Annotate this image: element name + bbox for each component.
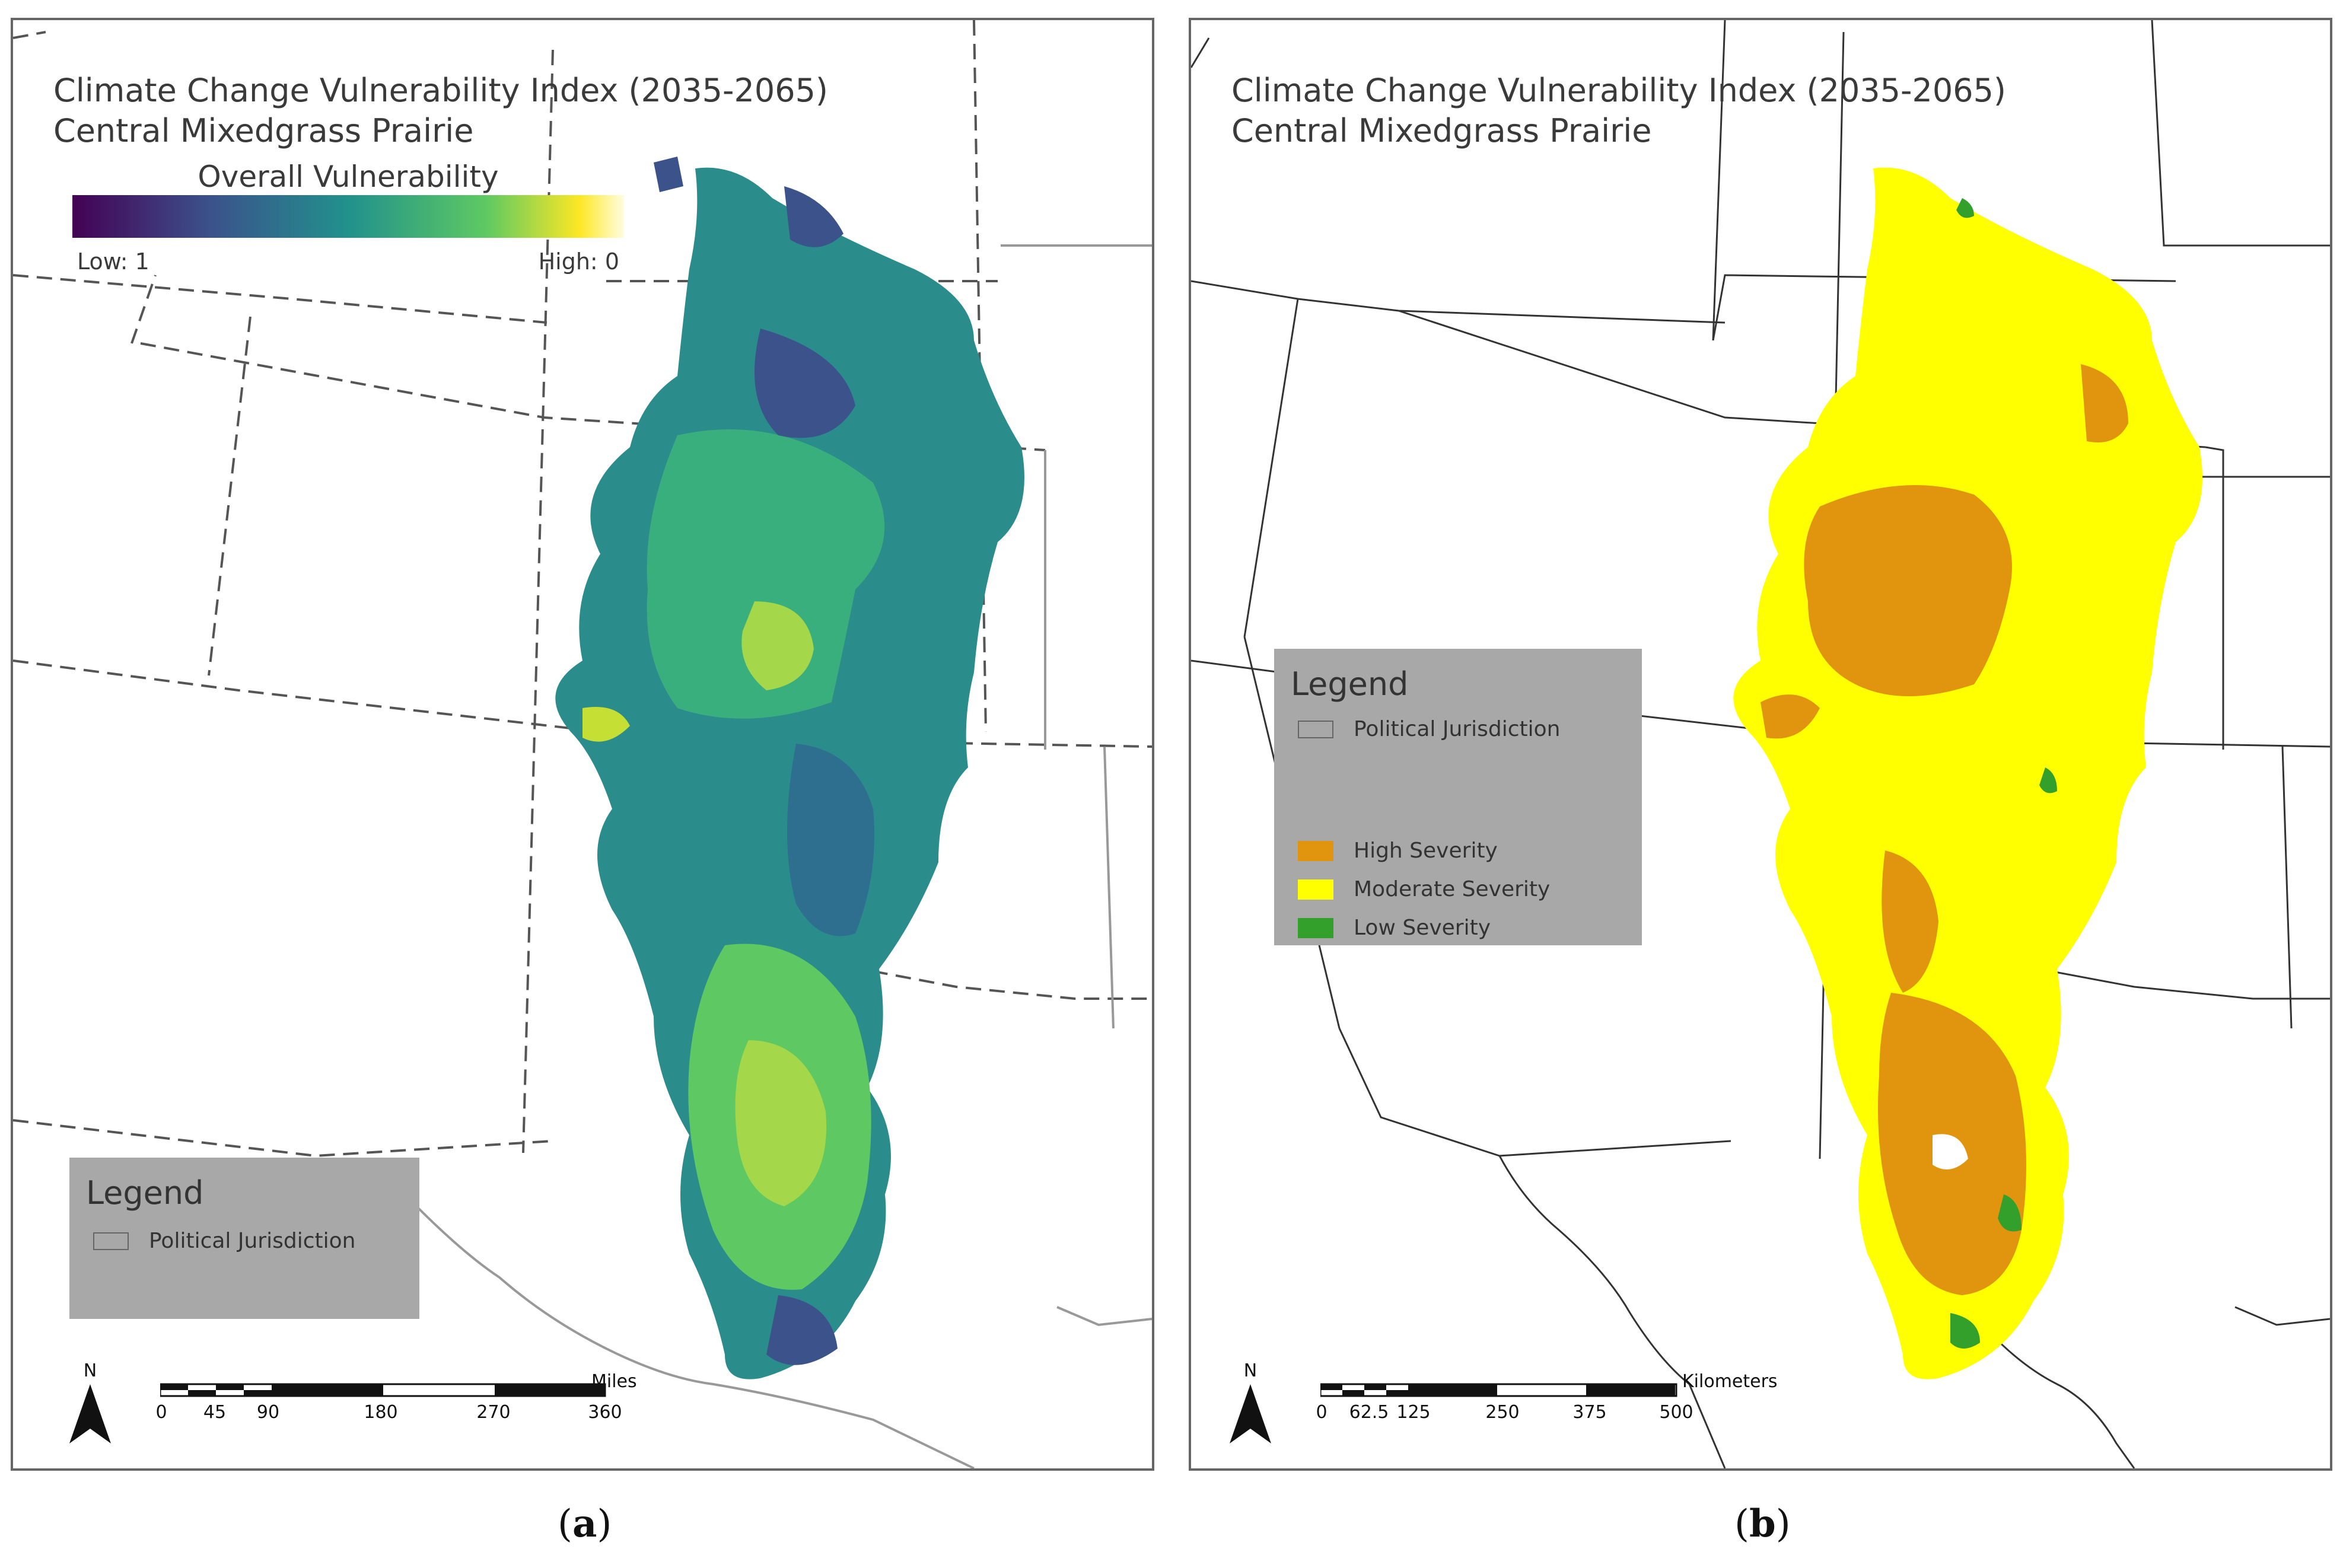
- title-line-1: Climate Change Vulnerability Index (2035…: [53, 72, 828, 109]
- scale-tick-label: 0: [1316, 1402, 1328, 1423]
- caption-letter: b: [1749, 1502, 1776, 1546]
- colorbar-low-label: Low: 1: [77, 248, 149, 275]
- legend-box: Legend Political Jurisdiction: [69, 1158, 419, 1319]
- north-arrow-icon: [1230, 1384, 1271, 1443]
- caption-b: (b): [1734, 1502, 1791, 1546]
- outline-swatch: [1298, 720, 1333, 738]
- legend-item-label: Moderate Severity: [1354, 877, 1551, 901]
- vulnerability-raster: [555, 157, 1024, 1379]
- scale-tick-label: 270: [476, 1402, 511, 1423]
- coastline: [415, 244, 1152, 1468]
- colorbar-title: Overall Vulnerability: [198, 160, 499, 194]
- scale-unit: Miles: [591, 1371, 637, 1392]
- legend-item-moderate-severity: Moderate Severity: [1298, 877, 1550, 901]
- legend-item-label: High Severity: [1354, 839, 1498, 863]
- scale-tick-label: 0: [155, 1402, 167, 1423]
- title-line-2: Central Mixedgrass Prairie: [1231, 112, 1652, 149]
- title-line-2: Central Mixedgrass Prairie: [53, 112, 474, 149]
- map-title: Climate Change Vulnerability Index (2035…: [53, 71, 828, 151]
- legend-item-label: Political Jurisdiction: [149, 1229, 356, 1253]
- legend-item-low-severity: Low Severity: [1298, 916, 1491, 940]
- base-map-a: [13, 20, 1152, 1468]
- base-map-b: [1191, 20, 2330, 1468]
- north-arrow: N: [1227, 1360, 1274, 1451]
- colorbar-gradient: [72, 195, 624, 238]
- high-severity-swatch: [1298, 840, 1333, 861]
- scale-tick-label: 250: [1485, 1402, 1520, 1423]
- north-arrow: N: [66, 1360, 114, 1451]
- scale-tick-label: 180: [364, 1402, 398, 1423]
- caption-a: (a): [558, 1502, 612, 1546]
- scale-tick-label: 62.5: [1349, 1402, 1389, 1423]
- colorbar-high-label: High: 0: [538, 248, 619, 275]
- scale-tick-label: 360: [588, 1402, 622, 1423]
- moderate-severity-swatch: [1298, 879, 1333, 900]
- legend-item-political-jurisdiction: Political Jurisdiction: [93, 1229, 355, 1253]
- north-arrow-icon: [69, 1384, 111, 1443]
- scale-tick-label: 45: [203, 1402, 227, 1423]
- legend-item-high-severity: High Severity: [1298, 839, 1498, 863]
- north-label: N: [83, 1360, 97, 1381]
- legend-title: Legend: [1291, 665, 1409, 703]
- legend-title: Legend: [86, 1174, 204, 1212]
- legend-item-political-jurisdiction: Political Jurisdiction: [1298, 717, 1560, 741]
- scale-tick-label: 375: [1572, 1402, 1607, 1423]
- legend-item-label: Political Jurisdiction: [1354, 717, 1561, 741]
- map-panel-b: Climate Change Vulnerability Index (2035…: [1189, 18, 2332, 1471]
- caption-letter: a: [572, 1502, 597, 1546]
- scale-unit: Kilometers: [1682, 1371, 1778, 1392]
- scale-bar: [1320, 1383, 1677, 1397]
- map-title: Climate Change Vulnerability Index (2035…: [1231, 71, 2006, 151]
- title-line-1: Climate Change Vulnerability Index (2035…: [1231, 72, 2006, 109]
- scale-tick-label: 500: [1659, 1402, 1693, 1423]
- low-severity-swatch: [1298, 917, 1333, 938]
- scale-tick-label: 125: [1396, 1402, 1431, 1423]
- scale-tick-label: 90: [256, 1402, 280, 1423]
- legend-box: Legend Political Jurisdiction High Sever…: [1274, 649, 1642, 945]
- severity-raster: [1733, 167, 2202, 1379]
- north-label: N: [1243, 1360, 1258, 1381]
- outline-swatch: [93, 1232, 129, 1250]
- scale-bar: [160, 1383, 606, 1397]
- legend-item-label: Low Severity: [1354, 916, 1491, 940]
- map-panel-a: Climate Change Vulnerability Index (2035…: [11, 18, 1154, 1471]
